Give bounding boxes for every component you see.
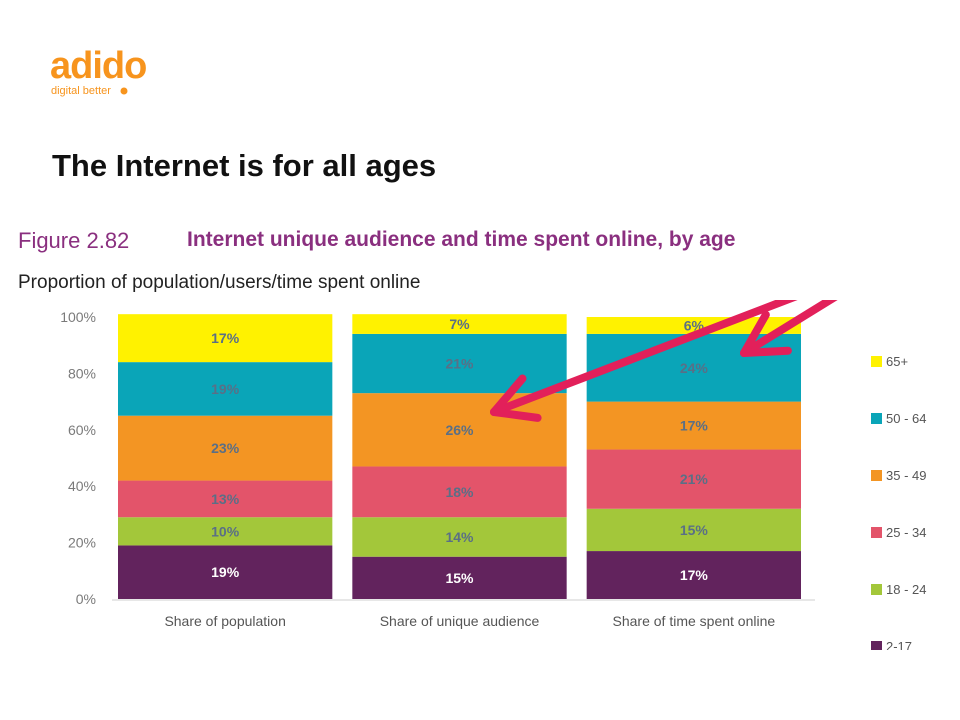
arrow-annotation-right: [740, 300, 838, 357]
bar-segment: [352, 393, 567, 467]
legend-swatch: [871, 527, 882, 538]
x-category-label: Share of time spent online: [613, 613, 776, 629]
legend-swatch: [871, 356, 882, 367]
data-label: 19%: [211, 381, 240, 397]
data-label: 17%: [680, 567, 709, 583]
bar-segment: [352, 517, 567, 557]
bar-segment: [118, 362, 333, 416]
data-label: 15%: [445, 570, 474, 586]
bar-segment: [352, 556, 567, 599]
legend-swatch: [871, 470, 882, 481]
bar-segment: [586, 508, 801, 552]
data-label: 18%: [445, 484, 474, 500]
legend-label: 18 - 24: [886, 582, 926, 597]
bar-segment: [118, 415, 333, 481]
slide-title: The Internet is for all ages: [52, 148, 437, 183]
arrow-annotation-middle-head: [490, 374, 527, 416]
data-label: 26%: [445, 422, 474, 438]
data-label: 7%: [449, 316, 470, 332]
legend-swatch: [871, 413, 882, 424]
data-label: 17%: [211, 330, 240, 346]
stacked-bar-chart: 0% 20% 40% 60% 80% 100% 19% 10% 13% 23% 19% 17% Shar…: [60, 300, 926, 650]
bar-segment: [352, 314, 567, 334]
data-label: 13%: [211, 491, 240, 507]
arrow-annotation-middle: [490, 300, 798, 416]
y-tick-label: 0%: [76, 591, 96, 607]
bar-segment: [586, 333, 801, 402]
bar-segment: [118, 545, 333, 599]
figure-label: Figure 2.82: [18, 228, 130, 253]
y-tick-label: 100%: [60, 309, 96, 325]
bar-segment: [118, 480, 333, 518]
chart-subtitle: Proportion of population/users/time spen…: [18, 272, 421, 293]
legend-label: 65+: [886, 354, 908, 369]
bar-segment: [118, 314, 333, 363]
arrow-annotation-middle-head: [490, 408, 542, 422]
logo-dot: [120, 87, 128, 95]
legend-label: 50 - 64: [886, 411, 926, 426]
data-label: 23%: [211, 440, 240, 456]
legend-swatch: [871, 641, 882, 650]
logo-tagline: digital better: [51, 85, 111, 97]
data-label: 21%: [680, 471, 709, 487]
logo-brand: adido: [50, 45, 146, 87]
legend-label: 2-17: [886, 639, 912, 650]
data-label: 24%: [680, 360, 709, 376]
bar-segment: [352, 466, 567, 518]
legend-label: 25 - 34: [886, 525, 926, 540]
figure-title: Internet unique audience and time spent …: [187, 228, 736, 251]
legend-swatch: [871, 584, 882, 595]
adido-logo: adido digital better: [50, 45, 147, 97]
x-category-label: Share of unique audience: [380, 613, 540, 629]
bar-segment: [586, 401, 801, 450]
bar-segment: [586, 449, 801, 509]
arrow-annotation-right-head: [740, 346, 792, 357]
data-label: 15%: [680, 522, 709, 538]
y-tick-label: 80%: [68, 365, 96, 381]
data-label: 10%: [211, 523, 240, 539]
data-label: 14%: [445, 529, 474, 545]
arrow-annotation-right-head: [740, 310, 770, 357]
data-label: 21%: [445, 356, 474, 372]
data-label: 17%: [680, 418, 709, 434]
bar-segment: [586, 317, 801, 334]
y-tick-label: 20%: [68, 535, 96, 551]
bar-segment: [118, 517, 333, 546]
legend-label: 35 - 49: [886, 468, 926, 483]
bar-segment: [352, 333, 567, 394]
y-tick-label: 60%: [68, 422, 96, 438]
x-category-label: Share of population: [164, 613, 285, 629]
data-label: 19%: [211, 564, 240, 580]
bar-segment: [586, 551, 801, 599]
y-tick-label: 40%: [68, 478, 96, 494]
